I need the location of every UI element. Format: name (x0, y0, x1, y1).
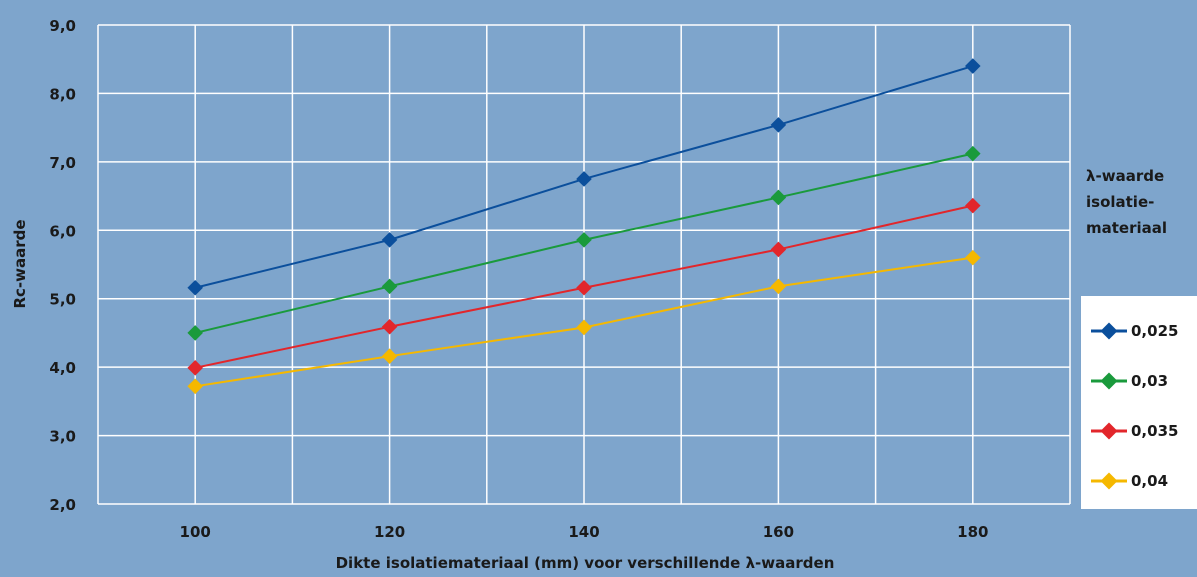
legend-title-line: λ-waarde (1086, 167, 1165, 185)
x-tick-label: 180 (957, 523, 988, 541)
data-point (381, 348, 398, 364)
y-tick-label: 5,0 (49, 291, 76, 309)
legend-marker (1091, 422, 1127, 440)
legend-label: 0,04 (1131, 472, 1169, 490)
legend-item: 0,03 (1089, 371, 1197, 391)
data-point (965, 197, 981, 214)
y-tick-label: 9,0 (49, 17, 76, 35)
data-point (381, 318, 398, 335)
data-point (770, 278, 787, 295)
y-tick-label: 7,0 (49, 154, 76, 172)
x-tick-label: 120 (374, 523, 405, 541)
data-point (576, 319, 592, 336)
legend-label: 0,025 (1131, 322, 1179, 340)
data-point (576, 232, 592, 248)
data-point (381, 232, 398, 248)
legend-marker (1091, 372, 1127, 390)
data-point (187, 360, 203, 376)
x-tick-label: 100 (180, 523, 211, 541)
data-point (187, 325, 203, 341)
legend-marker (1091, 322, 1127, 340)
legend-title-line: materiaal (1086, 219, 1168, 237)
y-tick-label: 2,0 (49, 496, 76, 514)
y-tick-label: 6,0 (49, 222, 76, 240)
legend-title: λ-waarde isolatie- materiaal (1086, 163, 1167, 241)
x-tick-label: 140 (568, 523, 599, 541)
data-point (770, 117, 787, 133)
data-point (381, 278, 398, 295)
data-point (187, 279, 203, 296)
x-tick-labels: 100 120 140 160 180 (180, 523, 989, 541)
data-point (576, 279, 592, 296)
data-point (770, 189, 787, 206)
x-tick-label: 160 (763, 523, 794, 541)
y-axis-title: Rc-waarde (11, 219, 29, 308)
y-tick-label: 4,0 (49, 359, 76, 377)
y-tick-label: 8,0 (49, 85, 76, 103)
legend-label: 0,035 (1131, 422, 1179, 440)
legend-item: 0,04 (1089, 471, 1197, 491)
data-point (770, 241, 787, 258)
data-point (965, 249, 981, 266)
x-axis-title: Dikte isolatiemateriaal (mm) voor versch… (336, 554, 835, 572)
legend-label: 0,03 (1131, 372, 1169, 390)
legend-title-line: isolatie- (1086, 193, 1155, 211)
legend-item: 0,025 (1089, 321, 1197, 341)
legend: 0,025 0,03 0,035 0,04 (1081, 296, 1197, 509)
y-tick-label: 3,0 (49, 428, 76, 446)
data-point (965, 145, 981, 162)
data-point (965, 58, 981, 74)
data-point (187, 378, 203, 395)
legend-marker (1091, 472, 1127, 490)
data-point (576, 171, 592, 187)
legend-item: 0,035 (1089, 421, 1197, 441)
y-tick-labels: 2,0 3,0 4,0 5,0 6,0 7,0 8,0 9,0 (49, 17, 76, 514)
